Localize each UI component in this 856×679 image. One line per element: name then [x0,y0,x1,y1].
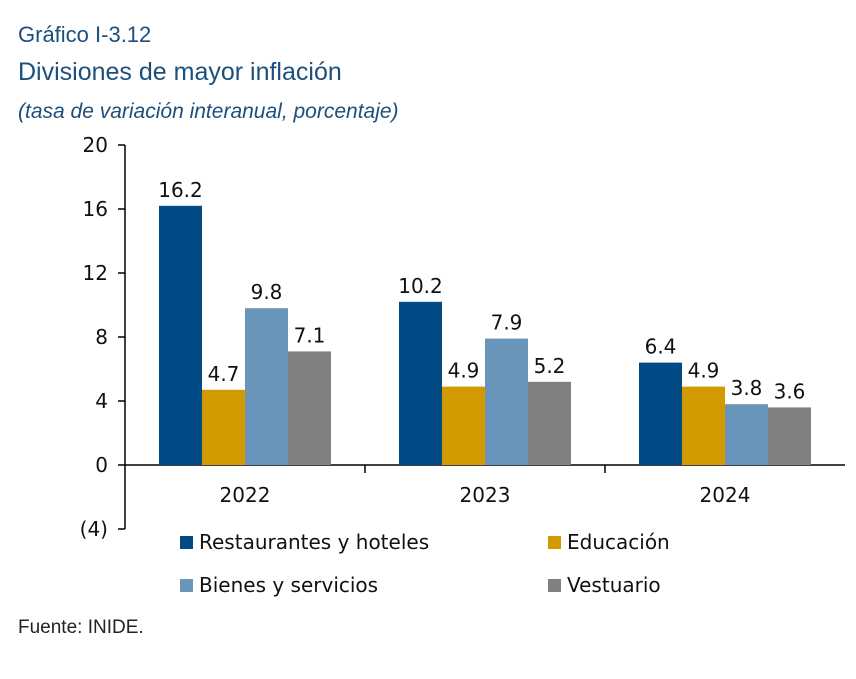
x-category-label: 2022 [220,483,271,507]
bar [768,407,811,465]
bar [442,386,485,465]
x-category-label: 2023 [460,483,511,507]
data-label: 5.2 [534,354,566,378]
data-label: 3.8 [731,376,763,400]
x-category-label: 2024 [700,483,751,507]
legend-swatch [180,536,193,549]
source-note: Fuente: INIDE. [18,617,144,638]
data-label: 9.8 [251,280,283,304]
chart-title: Divisiones de mayor inflación [18,58,342,86]
data-label: 4.9 [448,359,480,383]
chart-subtitle: (tasa de variación interanual, porcentaj… [18,100,399,123]
bar [159,205,202,466]
bar [202,389,245,465]
data-label: 4.7 [208,362,240,386]
bar [528,381,571,465]
data-label: 16.2 [158,178,203,202]
bar [485,338,528,465]
y-tick-label: 12 [83,261,108,285]
bar [245,308,288,465]
data-label: 6.4 [645,335,677,359]
chart-label: Gráfico I-3.12 [18,22,152,47]
y-tick-label: 0 [95,453,108,477]
bar [725,404,768,465]
legend-label: Restaurantes y hoteles [199,530,429,554]
data-label: 7.1 [294,323,326,347]
bar [639,362,682,465]
data-label: 10.2 [398,274,443,298]
data-label: 3.6 [774,379,806,403]
data-label: 4.9 [688,359,720,383]
legend-label: Bienes y servicios [199,573,378,597]
y-tick-label: 8 [95,325,108,349]
y-tick-label: 20 [83,133,108,157]
bar [399,301,442,465]
legend-label: Educación [567,530,670,554]
data-label: 7.9 [491,311,523,335]
bar [682,386,725,465]
legend-swatch [548,579,561,592]
y-tick-label: (4) [80,517,108,541]
bar [288,351,331,465]
legend-swatch [180,579,193,592]
legend-label: Vestuario [567,573,661,597]
y-tick-label: 4 [95,389,108,413]
legend-swatch [548,536,561,549]
y-tick-label: 16 [83,197,108,221]
